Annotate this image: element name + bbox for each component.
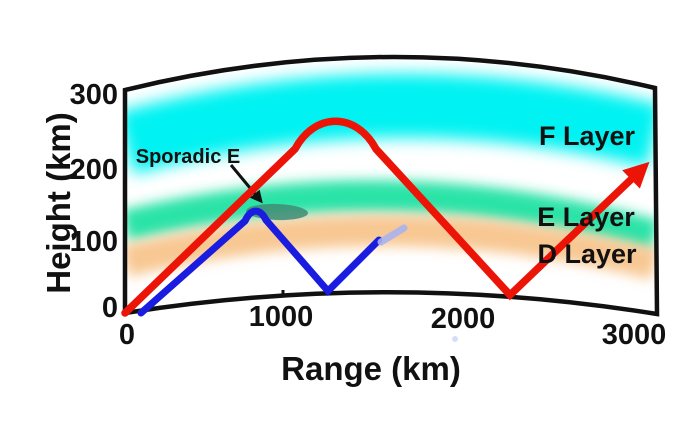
e-layer-label: E Layer [537,202,635,232]
d-layer-label: D Layer [537,239,637,269]
artifact-dot [452,336,458,342]
x-tick-0: 0 [119,319,135,351]
blue-ray-faded-segment [377,224,408,246]
y-tick-100: 100 [70,226,118,258]
f-layer-label: F Layer [539,121,636,151]
e-layer-band [125,180,657,252]
blue-ray-path [137,207,383,317]
y-axis-title: Height (km) [40,112,77,294]
f-layer-band [125,73,657,174]
y-tick-0: 0 [102,292,118,324]
sporadic-e-label: Sporadic E [136,146,240,168]
x-axis-title: Range (km) [281,350,461,387]
y-tick-200: 200 [70,154,118,186]
plot-border [122,54,660,317]
sporadic-e-annotation-arrow [229,164,263,204]
x-tick-2000: 2000 [431,303,496,335]
x-tick-1000: 1000 [249,301,314,333]
red-ray-path [121,117,650,317]
y-tick-300: 300 [70,79,118,111]
x-tick-3000: 3000 [602,319,667,351]
